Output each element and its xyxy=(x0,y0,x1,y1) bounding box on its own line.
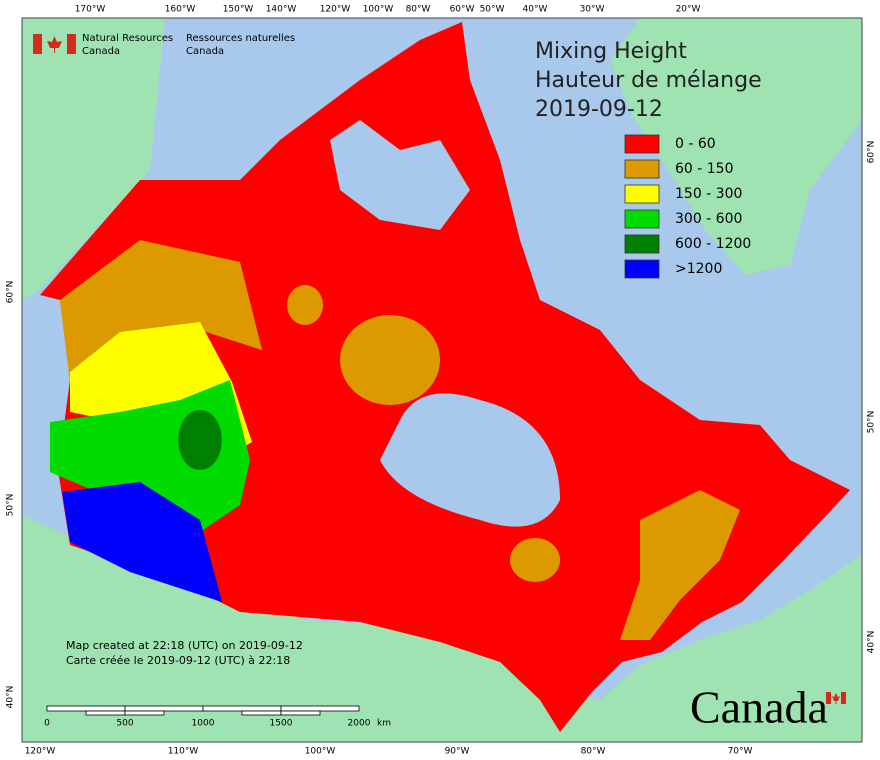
legend-label: 60 - 150 xyxy=(675,161,734,177)
title: Mixing Height xyxy=(535,39,687,64)
legend-label: 300 - 600 xyxy=(675,211,742,227)
scale-segment xyxy=(124,705,204,712)
legend-swatch xyxy=(624,159,660,179)
longitude-label: 90°W xyxy=(445,747,470,757)
wordmark-flag xyxy=(841,692,846,704)
canada-wordmark: Canada xyxy=(690,682,846,733)
longitude-label: 60°W xyxy=(450,5,475,15)
scale-label: 0 xyxy=(44,719,50,729)
graticule-labels: 170°W 160°W 150°W 140°W 120°W 100°W 80°W 60°W 50… xyxy=(6,5,877,757)
longitude-label: 140°W xyxy=(266,5,297,15)
wordmark-flag xyxy=(826,692,831,704)
latitude-label: 40°N xyxy=(867,631,877,654)
scale-segment xyxy=(202,705,282,712)
zone-60-150-arctic xyxy=(287,285,323,325)
nrcan-flag xyxy=(33,34,76,54)
footer-note: Map created at 22:18 (UTC) on 2019-09-12 xyxy=(66,639,303,652)
scale-bar: 0 500 1000 1500 2000 km xyxy=(44,705,391,729)
scale-label: 1000 xyxy=(192,719,215,729)
dept-fr: Canada xyxy=(186,46,224,57)
wordmark: Canada xyxy=(690,682,828,733)
longitude-label: 80°W xyxy=(581,747,606,757)
longitude-label: 50°W xyxy=(480,5,505,15)
zone-600-1200 xyxy=(178,410,222,470)
legend-swatch xyxy=(624,234,660,254)
scale-segment xyxy=(280,710,321,716)
scale-unit: km xyxy=(377,719,391,729)
longitude-label: 40°W xyxy=(523,5,548,15)
zone-60-150-ontario xyxy=(510,538,560,582)
longitude-label: 80°W xyxy=(406,5,431,15)
map-frame xyxy=(21,17,863,743)
scale-label: 2000 xyxy=(348,719,371,729)
latitude-label: 50°N xyxy=(6,494,16,517)
flag-bar xyxy=(67,34,76,54)
longitude-label: 30°W xyxy=(580,5,605,15)
dept-en: Canada xyxy=(82,46,120,57)
legend-swatch xyxy=(624,209,660,229)
longitude-label: 100°W xyxy=(305,747,336,757)
zone-over-1200 xyxy=(62,482,222,602)
legend-swatch xyxy=(624,134,660,154)
scale-segment xyxy=(124,710,165,716)
scale-label: 1500 xyxy=(270,719,293,729)
longitude-label: 100°W xyxy=(363,5,394,15)
flag-bar xyxy=(33,34,42,54)
scale-segment xyxy=(280,705,360,712)
longitude-label: 170°W xyxy=(75,5,106,15)
arctic-channels xyxy=(330,120,470,230)
legend-label: >1200 xyxy=(675,261,722,277)
zone-60-150-quebec xyxy=(340,315,440,405)
legend-label: 0 - 60 xyxy=(675,136,716,152)
latitude-label: 50°N xyxy=(867,411,877,434)
legend: 0 - 60 60 - 150 150 - 300 300 - 600 600 - 12… xyxy=(624,134,751,279)
latitude-label: 40°N xyxy=(6,686,16,709)
map-area xyxy=(21,17,863,743)
wordmark-leaf xyxy=(832,693,840,704)
dept-fr: Ressources naturelles xyxy=(186,33,295,44)
usa xyxy=(22,515,862,742)
scale-segment xyxy=(46,705,126,712)
scale-segment xyxy=(85,710,126,716)
longitude-label: 110°W xyxy=(168,747,199,757)
greenland xyxy=(610,18,862,275)
longitude-label: 160°W xyxy=(165,5,196,15)
hudson-bay xyxy=(380,393,560,527)
title: Hauteur de mélange xyxy=(535,68,762,93)
alaska xyxy=(22,18,165,300)
legend-swatch xyxy=(624,259,660,279)
zone-60-150-east xyxy=(620,490,740,640)
scale-label: 500 xyxy=(116,719,133,729)
scale-segment xyxy=(241,710,282,716)
footer-note: Carte créée le 2019-09-12 (UTC) à 22:18 xyxy=(66,654,290,667)
legend-label: 600 - 1200 xyxy=(675,236,751,252)
legend-label: 150 - 300 xyxy=(675,186,742,202)
maple-leaf xyxy=(47,36,62,53)
longitude-label: 120°W xyxy=(320,5,351,15)
latitude-label: 60°N xyxy=(6,281,16,304)
legend-swatch xyxy=(624,184,660,204)
latitude-label: 60°N xyxy=(867,141,877,164)
longitude-label: 20°W xyxy=(676,5,701,15)
title: 2019-09-12 xyxy=(535,97,663,122)
dept-en: Natural Resources xyxy=(82,33,173,44)
longitude-label: 120°W xyxy=(25,747,56,757)
longitude-label: 150°W xyxy=(223,5,254,15)
longitude-label: 70°W xyxy=(728,747,753,757)
